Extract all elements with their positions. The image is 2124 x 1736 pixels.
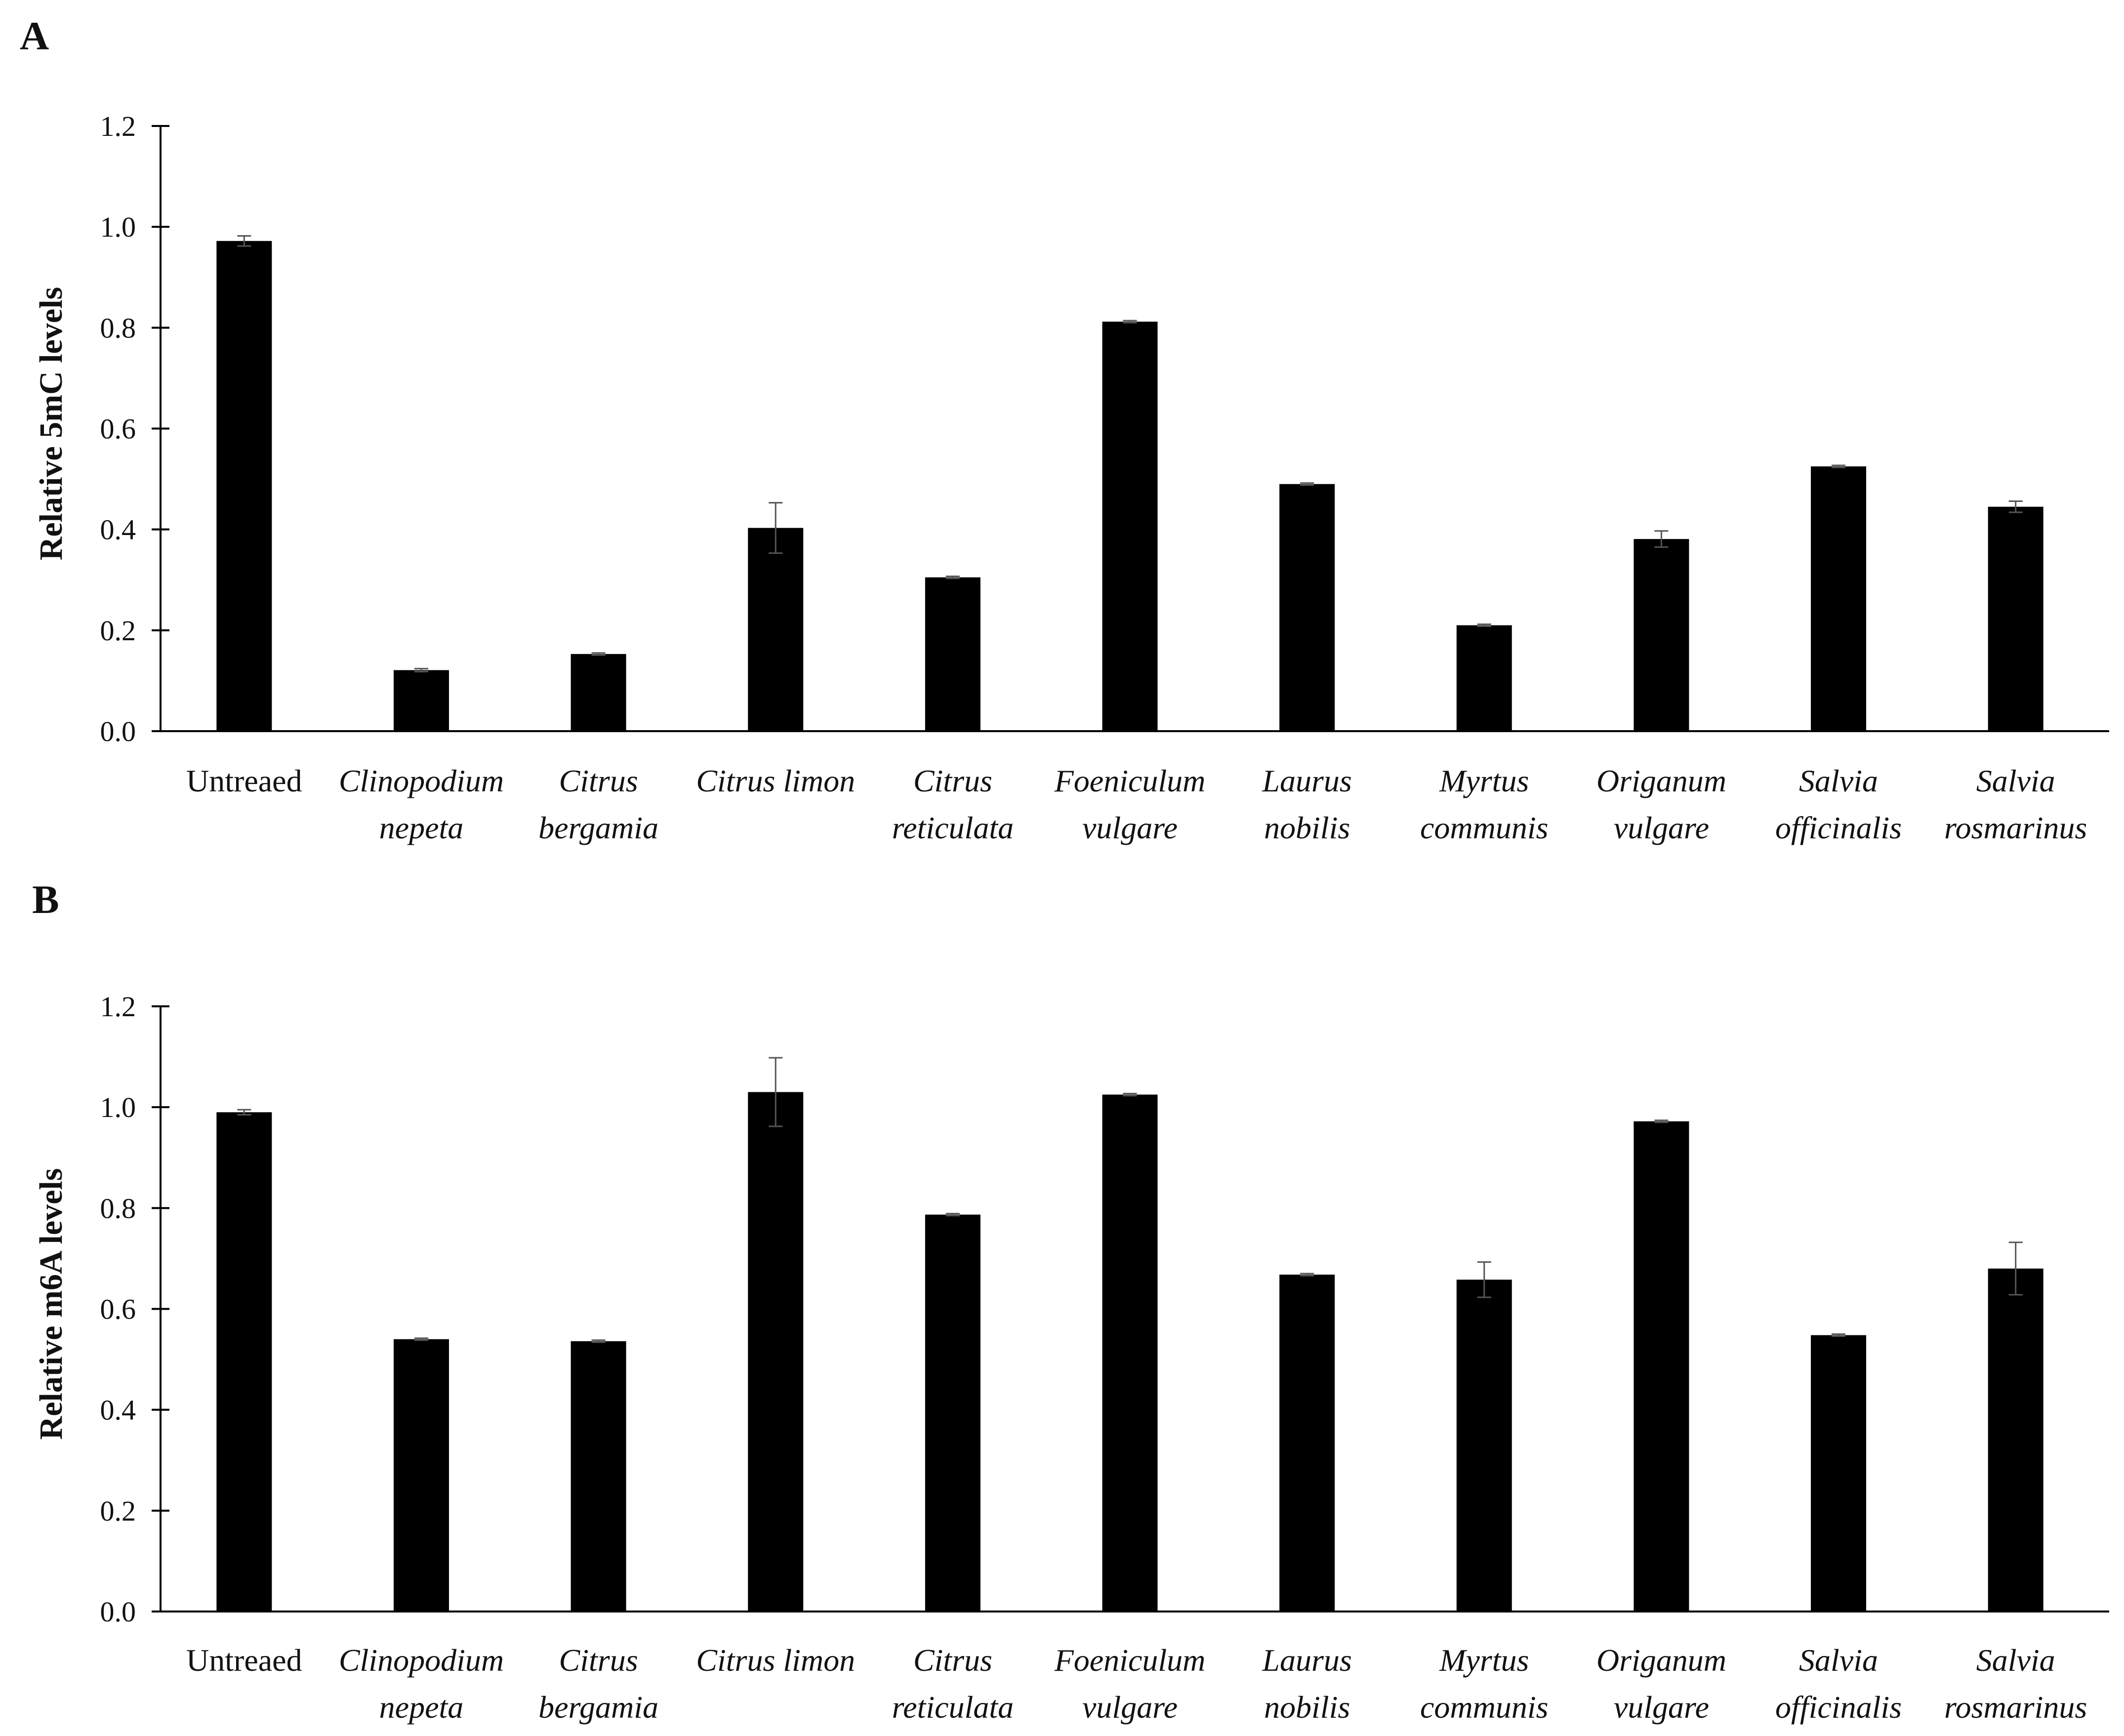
x-category-label: bergamia	[538, 1690, 658, 1725]
bar	[1811, 466, 1867, 731]
bar	[1456, 625, 1512, 731]
x-category-label: reticulata	[892, 1690, 1014, 1725]
x-category-label: Salvia	[1799, 1643, 1878, 1678]
x-category-label: officinalis	[1775, 1690, 1902, 1725]
x-category-label: rosmarinus	[1944, 1690, 2087, 1725]
x-category-label: communis	[1420, 1690, 1549, 1725]
bar	[748, 1092, 804, 1612]
x-category-label: Untreaed	[186, 763, 302, 798]
x-category-label: Citrus	[559, 1643, 638, 1678]
y-tick-label: 0.8	[100, 312, 136, 344]
bar	[216, 1112, 272, 1612]
y-tick-label: 1.2	[100, 991, 136, 1023]
bar	[1634, 539, 1689, 731]
panel-label-b: B	[32, 877, 59, 922]
x-category-label: Salvia	[1976, 1643, 2055, 1678]
panel-label-a: A	[20, 13, 49, 58]
bar	[925, 577, 980, 731]
x-category-label: Foeniculum	[1054, 763, 1206, 798]
x-category-label: vulgare	[1082, 1690, 1178, 1725]
x-category-label: Laurus	[1262, 763, 1351, 798]
bar	[571, 654, 626, 731]
bar	[1634, 1121, 1689, 1612]
x-category-label: Citrus limon	[696, 1643, 855, 1678]
bar	[1102, 1094, 1158, 1612]
x-category-label: Myrtus	[1439, 763, 1529, 798]
x-category-label: vulgare	[1082, 810, 1178, 845]
x-category-label: Salvia	[1976, 763, 2055, 798]
y-tick-label: 0.6	[100, 413, 136, 445]
y-axis-title: Relative 5mC levels	[33, 287, 69, 561]
bar	[1279, 484, 1335, 731]
panel-b: B Relative m6A levels 0.0 0.2 0.4 0.6 0.8 1.0 1…	[32, 877, 2109, 1725]
x-category-label: Myrtus	[1439, 1643, 1529, 1678]
x-category-label: communis	[1420, 810, 1549, 845]
x-category-label: Citrus	[559, 763, 638, 798]
x-category-label: rosmarinus	[1944, 810, 2087, 845]
y-tick-label: 0.6	[100, 1293, 136, 1325]
x-category-label: Foeniculum	[1054, 1643, 1206, 1678]
x-category-label: Laurus	[1262, 1643, 1351, 1678]
bar	[393, 1339, 449, 1612]
x-category-label: nepeta	[379, 810, 464, 845]
x-category-label: reticulata	[892, 810, 1014, 845]
y-tick-label: 0.8	[100, 1192, 136, 1224]
bar	[748, 528, 804, 731]
y-axis-title: Relative m6A levels	[33, 1168, 69, 1440]
bar	[1456, 1280, 1512, 1612]
x-category-label: Clinopodium	[339, 763, 504, 798]
x-category-label: bergamia	[538, 810, 658, 845]
x-category-label: Origanum	[1596, 1643, 1726, 1678]
bar	[925, 1214, 980, 1612]
bar	[571, 1341, 626, 1612]
bar	[1279, 1275, 1335, 1612]
x-category-label: nobilis	[1264, 1690, 1350, 1725]
x-category-label: vulgare	[1614, 1690, 1709, 1725]
y-tick-label: 0.4	[100, 514, 136, 546]
x-category-label: Citrus	[913, 1643, 992, 1678]
y-tick-label: 1.2	[100, 110, 136, 142]
bar	[1988, 506, 2043, 731]
x-category-label: Origanum	[1596, 763, 1726, 798]
y-tick-label: 0.2	[100, 1495, 136, 1527]
y-tick-label: 0.4	[100, 1394, 136, 1426]
x-category-label: Citrus	[913, 763, 992, 798]
x-category-label: Clinopodium	[339, 1643, 504, 1678]
x-category-label: nobilis	[1264, 810, 1350, 845]
y-tick-label: 0.2	[100, 615, 136, 647]
x-category-label: officinalis	[1775, 810, 1902, 845]
panel-a: A Relative 5mC levels 0.0 0.2 0.4 0.6 0.8 1.0 1…	[20, 13, 2109, 845]
x-category-label: Salvia	[1799, 763, 1878, 798]
bar	[1988, 1268, 2043, 1612]
bar	[216, 241, 272, 731]
x-category-label: Citrus limon	[696, 763, 855, 798]
bar	[393, 670, 449, 731]
y-tick-label: 1.0	[100, 1091, 136, 1123]
x-category-label: nepeta	[379, 1690, 464, 1725]
bar	[1102, 322, 1158, 731]
x-category-label: Untreaed	[186, 1643, 302, 1678]
y-tick-label: 0.0	[100, 715, 136, 747]
x-category-label: vulgare	[1614, 810, 1709, 845]
bar	[1811, 1335, 1867, 1612]
y-tick-label: 0.0	[100, 1596, 136, 1628]
y-tick-label: 1.0	[100, 211, 136, 243]
